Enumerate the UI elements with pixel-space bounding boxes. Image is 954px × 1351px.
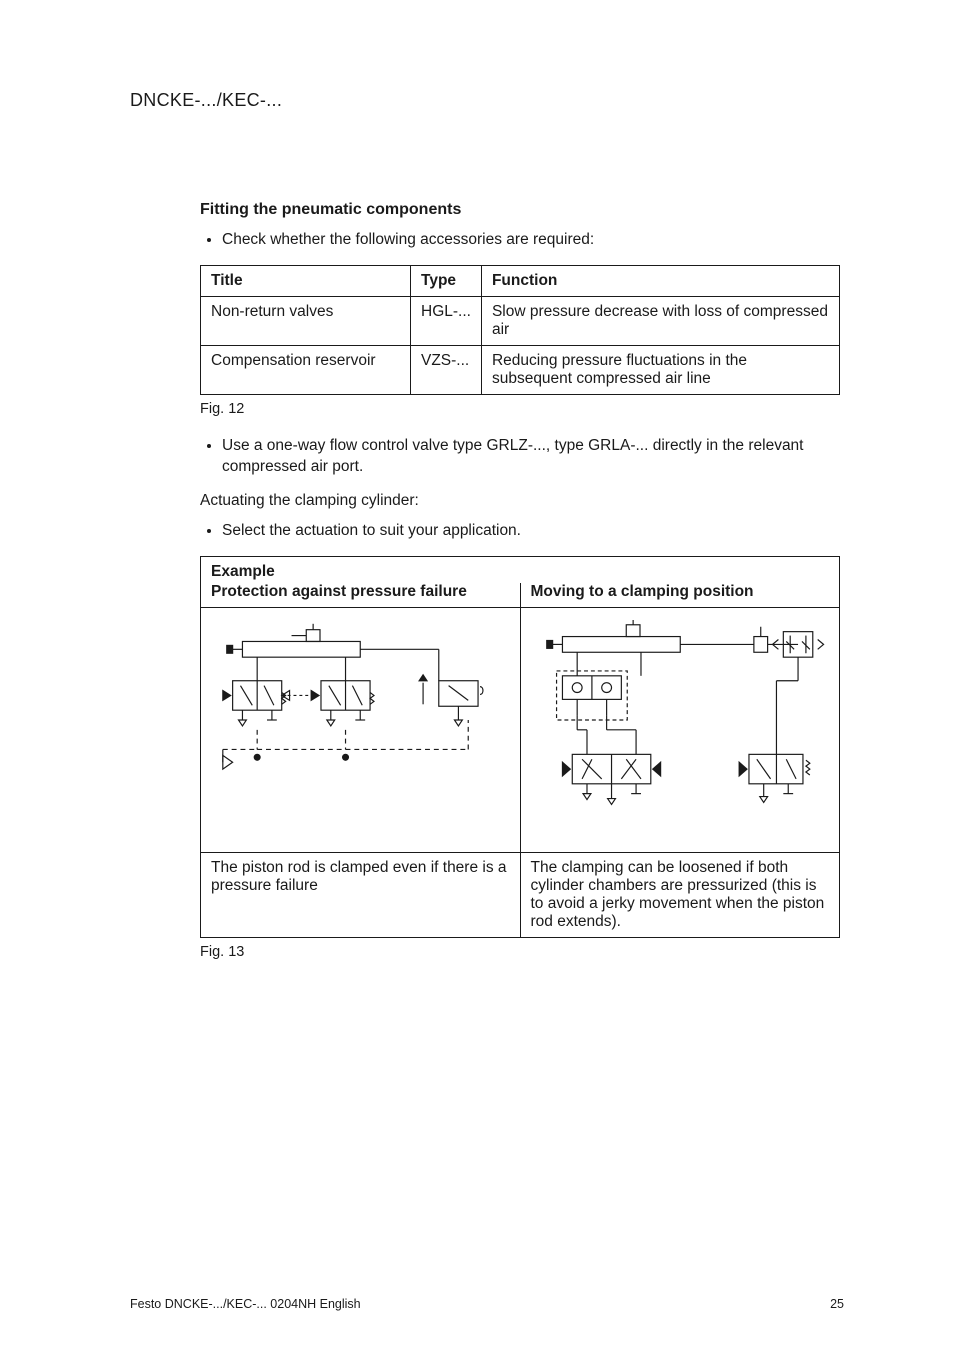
- example-title-spacer: [520, 556, 840, 583]
- bullet-list-1: Check whether the following accessories …: [200, 229, 844, 251]
- bullet-list-3: Select the actuation to suit your applic…: [200, 520, 844, 542]
- example-diagram-1: [201, 607, 521, 852]
- bullet-item: Use a one-way flow control valve type GR…: [222, 435, 844, 478]
- table-cell: Compensation reservoir: [201, 345, 411, 394]
- footer-page-number: 25: [830, 1297, 844, 1311]
- accessories-table: Title Type Function Non-return valves HG…: [200, 265, 840, 395]
- bullet-item: Check whether the following accessories …: [222, 229, 844, 251]
- section-title: Fitting the pneumatic components: [200, 201, 844, 219]
- table-cell: VZS-...: [411, 345, 482, 394]
- example-diagram-2: [520, 607, 840, 852]
- table-cell: Non-return valves: [201, 296, 411, 345]
- page-footer: Festo DNCKE-.../KEC-... 0204NH English 2…: [130, 1297, 844, 1311]
- pneumatic-schematic-1-icon: [213, 620, 508, 820]
- example-col2-desc: The clamping can be loosened if both cyl…: [520, 852, 840, 937]
- example-col1-desc: The piston rod is clamped even if there …: [201, 852, 521, 937]
- doc-header: DNCKE-.../KEC-...: [130, 90, 844, 111]
- table-row: Non-return valves HGL-... Slow pressure …: [201, 296, 840, 345]
- table-cell: Slow pressure decrease with loss of comp…: [481, 296, 839, 345]
- figure-caption-13: Fig. 13: [200, 944, 844, 960]
- table-cell: HGL-...: [411, 296, 482, 345]
- example-table: Example Protection against pressure fail…: [200, 556, 840, 938]
- bullet-item: Select the actuation to suit your applic…: [222, 520, 844, 542]
- table-header: Function: [481, 265, 839, 296]
- example-title: Example: [201, 556, 521, 583]
- example-col2-header: Moving to a clamping position: [520, 583, 840, 608]
- example-col1-header: Protection against pressure failure: [201, 583, 521, 608]
- footer-left: Festo DNCKE-.../KEC-... 0204NH English: [130, 1297, 361, 1311]
- table-cell: Reducing pressure fluctuations in the su…: [481, 345, 839, 394]
- actuating-text: Actuating the clamping cylinder:: [200, 492, 844, 510]
- bullet-list-2: Use a one-way flow control valve type GR…: [200, 435, 844, 478]
- table-header: Title: [201, 265, 411, 296]
- figure-caption-12: Fig. 12: [200, 401, 844, 417]
- table-header: Type: [411, 265, 482, 296]
- pneumatic-schematic-2-icon: [533, 620, 828, 820]
- table-row: Compensation reservoir VZS-... Reducing …: [201, 345, 840, 394]
